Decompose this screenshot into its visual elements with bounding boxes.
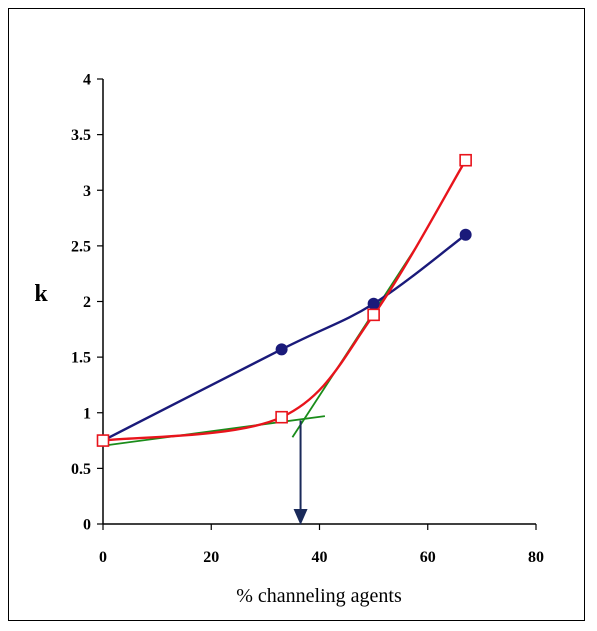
y-tick-label: 0 (83, 517, 91, 534)
tick-labels: 00.511.522.533.540 20 40 60 80 (71, 72, 544, 567)
x-tick-label: 0 (99, 549, 107, 566)
x-tick-label: 60 (420, 549, 436, 566)
series-markers (96, 153, 472, 447)
x-tick-label: 20 (203, 549, 219, 566)
x-tick-label: 40 (312, 549, 328, 566)
series-lines (102, 159, 467, 525)
y-tick-label: 3.5 (71, 127, 91, 144)
y-tick-label: 4 (83, 72, 91, 89)
series-2-point (275, 410, 288, 424)
y-tick-label: 0.5 (71, 461, 91, 478)
series-2-line (102, 159, 467, 442)
chart-frame (8, 8, 585, 621)
series-2-point (459, 153, 472, 167)
series-1-line (102, 233, 467, 442)
series-2-point (367, 308, 380, 322)
y-axis-label: k (34, 281, 48, 307)
series-1-point (275, 343, 288, 356)
tangent-line-1 (108, 415, 326, 446)
annotation-arrow-head (293, 509, 308, 525)
y-tick-label: 2.5 (71, 238, 91, 255)
axes (97, 78, 537, 530)
y-tick-label: 1 (83, 405, 91, 422)
y-tick-label: 1.5 (71, 350, 91, 367)
y-tick-label: 3 (83, 183, 91, 200)
y-tick-label: 2 (83, 294, 91, 311)
x-axis-label: % channeling agents (236, 585, 402, 607)
series-1-point (459, 228, 472, 241)
series-2-point (96, 434, 110, 447)
x-tick-label: 80 (528, 549, 544, 566)
series-1-point (367, 297, 380, 310)
